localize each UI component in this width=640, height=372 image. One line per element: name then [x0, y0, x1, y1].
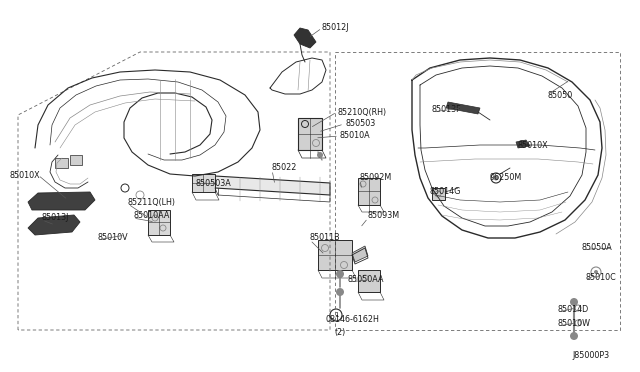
Text: 96250M: 96250M: [489, 173, 521, 183]
Text: (2): (2): [334, 327, 345, 337]
Polygon shape: [352, 246, 368, 262]
Polygon shape: [28, 192, 95, 210]
Polygon shape: [215, 176, 330, 195]
Circle shape: [336, 288, 344, 296]
Text: 85012J: 85012J: [322, 23, 349, 32]
Text: 85010A: 85010A: [340, 131, 371, 141]
Text: 85014G: 85014G: [430, 187, 461, 196]
Text: 85010AA: 85010AA: [133, 212, 170, 221]
Circle shape: [518, 140, 526, 148]
Text: 85014D: 85014D: [558, 305, 589, 314]
Text: 850503: 850503: [345, 119, 375, 128]
Text: 85092M: 85092M: [360, 173, 392, 183]
Text: 85093M: 85093M: [368, 212, 400, 221]
Text: 1: 1: [333, 312, 339, 318]
Polygon shape: [318, 240, 352, 270]
Text: 85010V: 85010V: [97, 234, 127, 243]
Text: 85013F: 85013F: [432, 106, 461, 115]
Text: 85050AA: 85050AA: [348, 276, 385, 285]
Text: 85210Q(RH): 85210Q(RH): [338, 108, 387, 116]
Polygon shape: [432, 188, 445, 200]
Polygon shape: [298, 118, 322, 150]
Polygon shape: [516, 140, 530, 148]
Polygon shape: [148, 210, 170, 235]
Text: 08146-6162H: 08146-6162H: [326, 315, 380, 324]
Text: 85010C: 85010C: [585, 273, 616, 282]
Text: 85011B: 85011B: [310, 234, 340, 243]
Text: 85211Q(LH): 85211Q(LH): [128, 198, 176, 206]
Circle shape: [317, 152, 323, 158]
Polygon shape: [28, 215, 80, 235]
Circle shape: [493, 176, 499, 180]
Text: 85010X: 85010X: [517, 141, 548, 150]
Circle shape: [336, 270, 344, 278]
Text: 85010W: 85010W: [558, 320, 591, 328]
Polygon shape: [55, 158, 68, 168]
Polygon shape: [192, 174, 215, 192]
Text: J85000P3: J85000P3: [573, 350, 610, 359]
Polygon shape: [70, 155, 82, 165]
Polygon shape: [358, 178, 380, 205]
Circle shape: [570, 298, 578, 306]
Circle shape: [570, 332, 578, 340]
Text: 85010X: 85010X: [10, 170, 40, 180]
Polygon shape: [294, 28, 316, 48]
Text: 85050: 85050: [548, 90, 573, 99]
Circle shape: [594, 270, 598, 274]
Text: 85013J: 85013J: [42, 214, 69, 222]
Text: 85022: 85022: [272, 164, 298, 173]
Polygon shape: [358, 270, 380, 292]
Text: 85050A: 85050A: [582, 244, 612, 253]
Polygon shape: [446, 102, 480, 114]
Text: 850503A: 850503A: [196, 179, 232, 187]
